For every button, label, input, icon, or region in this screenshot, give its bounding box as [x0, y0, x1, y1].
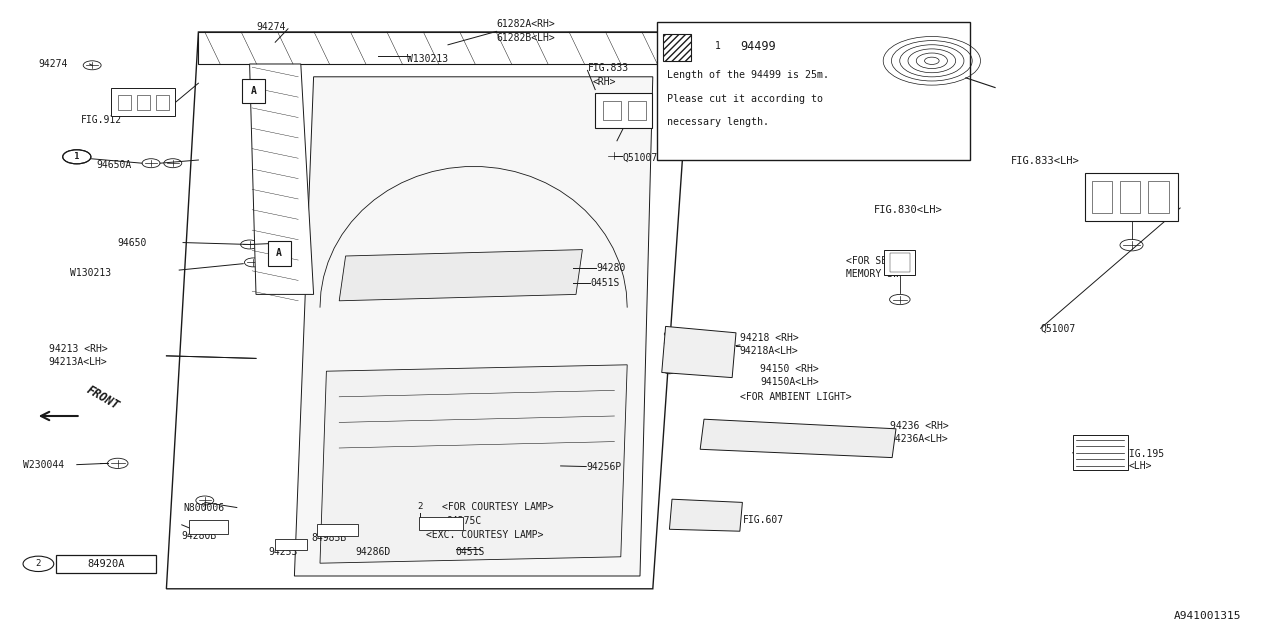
Bar: [1073, 435, 1128, 470]
Polygon shape: [294, 77, 653, 576]
Text: N800006: N800006: [183, 502, 224, 513]
Text: Length of the 94499 is 25m.: Length of the 94499 is 25m.: [667, 70, 829, 80]
Text: <FOR COURTESY LAMP>: <FOR COURTESY LAMP>: [442, 502, 553, 512]
Bar: [1120, 181, 1140, 213]
Text: 94218A<LH>: 94218A<LH>: [740, 346, 799, 356]
Text: 94280: 94280: [596, 262, 626, 273]
Text: 94236 <RH>: 94236 <RH>: [890, 420, 948, 431]
Bar: [118, 95, 131, 110]
Text: 94150A<LH>: 94150A<LH>: [760, 377, 819, 387]
Text: Please cut it according to: Please cut it according to: [667, 93, 823, 104]
Text: 94150 <RH>: 94150 <RH>: [760, 364, 819, 374]
Text: W230044: W230044: [23, 460, 64, 470]
Bar: [189, 520, 228, 534]
Text: 94213 <RH>: 94213 <RH>: [49, 344, 108, 354]
Bar: [603, 101, 621, 120]
Bar: [242, 79, 265, 103]
Bar: [56, 555, 156, 573]
Bar: [268, 241, 291, 266]
Text: 94650A: 94650A: [96, 160, 132, 170]
Text: A941001315: A941001315: [1174, 611, 1242, 621]
Polygon shape: [198, 32, 691, 64]
Bar: [111, 88, 175, 116]
Text: FIG.833: FIG.833: [588, 63, 628, 74]
Bar: [1092, 181, 1112, 213]
Text: FIG.833<LH>: FIG.833<LH>: [1011, 156, 1080, 166]
Bar: [137, 95, 150, 110]
Text: 94236A<LH>: 94236A<LH>: [890, 434, 948, 444]
Text: <RH>: <RH>: [593, 77, 616, 87]
Text: W130213: W130213: [70, 268, 111, 278]
Text: 94218 <RH>: 94218 <RH>: [740, 333, 799, 343]
Text: 84920A: 84920A: [87, 559, 125, 569]
Text: 94280B: 94280B: [182, 531, 218, 541]
Text: 94286D: 94286D: [356, 547, 392, 557]
Text: 94499: 94499: [740, 40, 776, 52]
Text: <LH>: <LH>: [1129, 461, 1152, 471]
Polygon shape: [662, 326, 736, 378]
Text: FIG.830<LH>: FIG.830<LH>: [874, 205, 943, 215]
Polygon shape: [250, 64, 314, 294]
Bar: [595, 93, 652, 128]
Text: Q51007: Q51007: [622, 153, 658, 163]
Text: 94256P: 94256P: [586, 462, 622, 472]
Text: A: A: [276, 248, 282, 259]
Text: MEMORY SW>: MEMORY SW>: [846, 269, 905, 279]
Text: <EXC. COURTESY LAMP>: <EXC. COURTESY LAMP>: [426, 530, 544, 540]
Text: necessary length.: necessary length.: [667, 117, 769, 127]
Bar: [156, 95, 169, 110]
Text: Q51007: Q51007: [1041, 323, 1076, 333]
Text: A: A: [251, 86, 256, 96]
Text: 94274: 94274: [38, 59, 68, 69]
Text: 94274: 94274: [256, 22, 285, 32]
Bar: [884, 250, 915, 275]
Bar: [275, 539, 307, 550]
Text: 94213A<LH>: 94213A<LH>: [49, 357, 108, 367]
Bar: [890, 253, 910, 272]
Text: 84985B: 84985B: [311, 532, 347, 543]
Bar: [419, 517, 463, 530]
Text: FIG.195: FIG.195: [1124, 449, 1165, 459]
Text: 1: 1: [74, 152, 79, 161]
Text: 0451S: 0451S: [590, 278, 620, 288]
Polygon shape: [339, 250, 582, 301]
Text: 94650: 94650: [118, 237, 147, 248]
Polygon shape: [700, 419, 896, 458]
Polygon shape: [320, 365, 627, 563]
Text: 0451S: 0451S: [456, 547, 485, 557]
Text: FRONT: FRONT: [84, 383, 122, 413]
Text: 61282A<RH>: 61282A<RH>: [497, 19, 556, 29]
Text: 1: 1: [74, 152, 79, 161]
Text: FIG.912: FIG.912: [81, 115, 122, 125]
Polygon shape: [669, 499, 742, 531]
Text: 2: 2: [417, 502, 422, 511]
Text: 1: 1: [716, 41, 721, 51]
Text: <FOR SEAT: <FOR SEAT: [846, 256, 899, 266]
Text: W130213: W130213: [407, 54, 448, 64]
Bar: [663, 34, 691, 61]
Text: 2: 2: [36, 559, 41, 568]
Text: 94275C: 94275C: [447, 516, 483, 526]
Bar: [657, 22, 970, 160]
Bar: [317, 524, 358, 536]
Text: 94253: 94253: [269, 547, 298, 557]
Text: <FOR AMBIENT LIGHT>: <FOR AMBIENT LIGHT>: [740, 392, 851, 402]
Text: 61282B<LH>: 61282B<LH>: [497, 33, 556, 44]
Bar: [1085, 173, 1178, 221]
Text: FIG.607: FIG.607: [742, 515, 783, 525]
Bar: [628, 101, 646, 120]
Bar: [1148, 181, 1169, 213]
